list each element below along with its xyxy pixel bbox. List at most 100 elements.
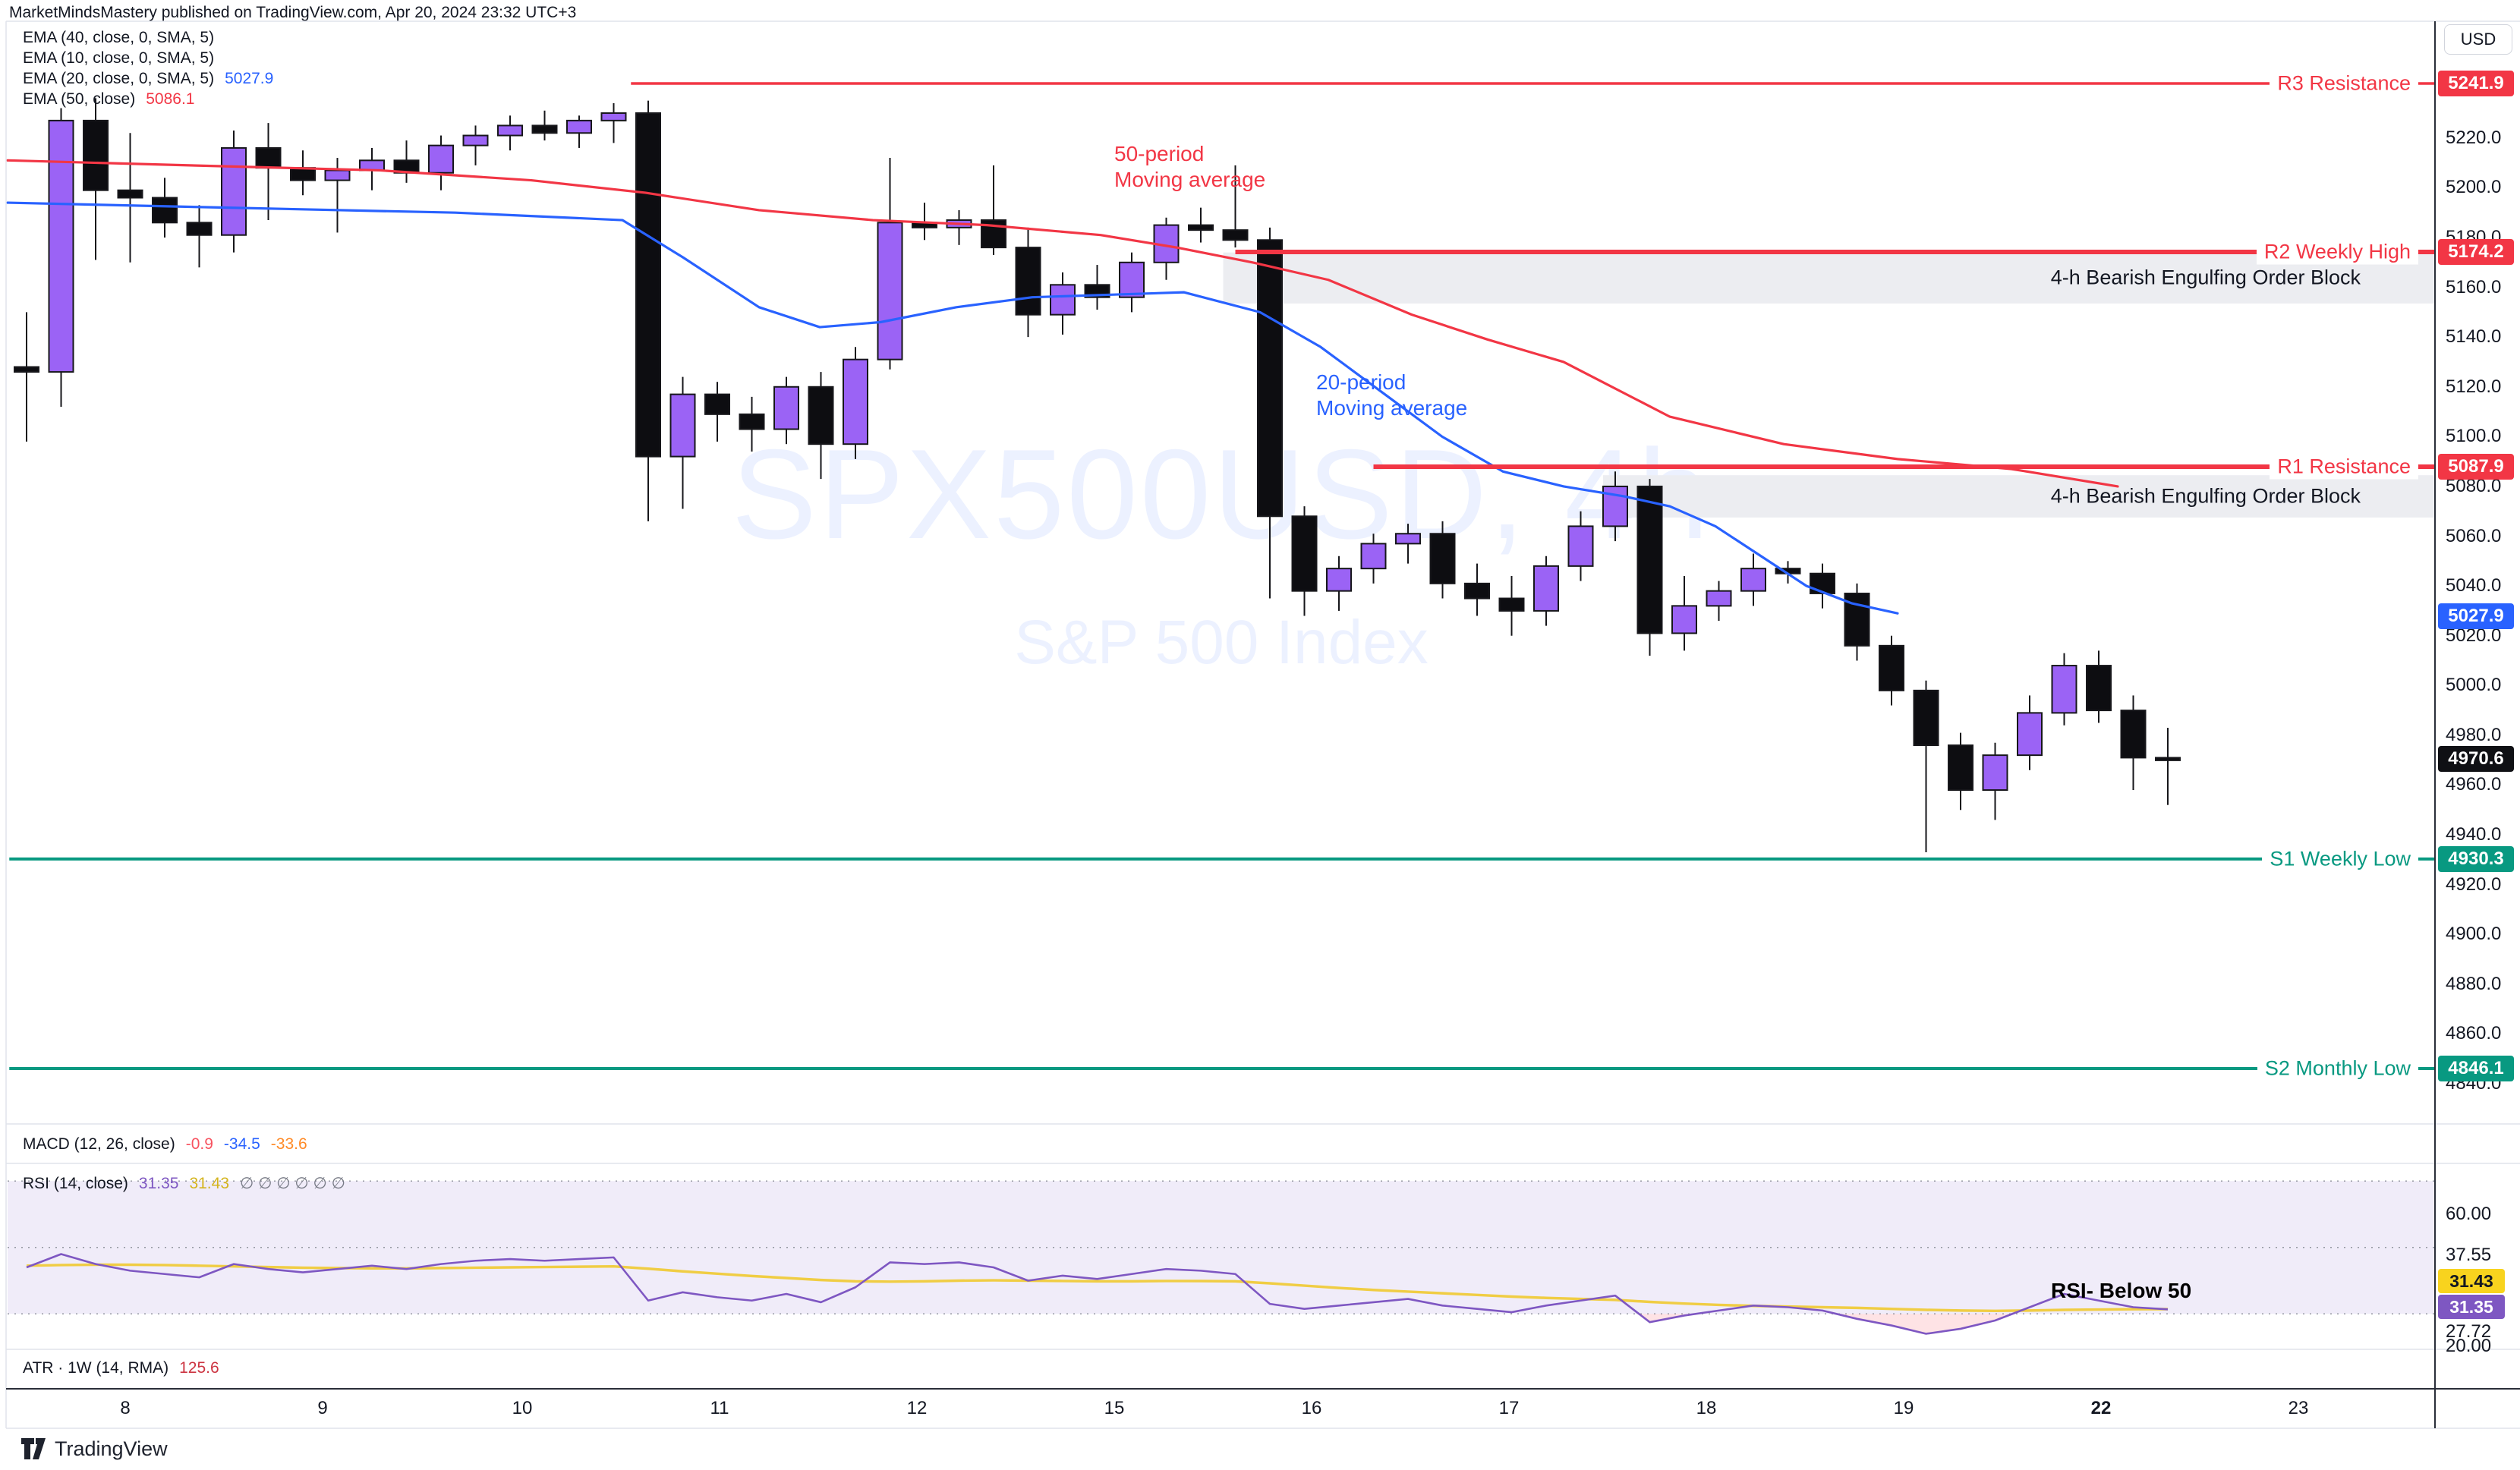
candle-body <box>221 146 247 236</box>
tradingview-logo-text: TradingView <box>55 1437 168 1460</box>
candle-body <box>186 222 213 236</box>
time-label-15: 15 <box>1104 1398 1125 1418</box>
candle-body <box>2120 710 2147 759</box>
rsi-ma-line <box>26 1263 2169 1313</box>
price-tick-5120: 5120.0 <box>2446 376 2502 397</box>
ema-legend-label: EMA (10, close, 0, SMA, 5) <box>23 49 215 67</box>
macd-legend-value: -33.6 <box>270 1135 307 1153</box>
candle-body <box>1222 229 1249 241</box>
rsi-line <box>26 1253 2169 1335</box>
tradingview-logo-icon <box>21 1438 46 1459</box>
rsi-legend-row[interactable]: RSI (14, close) 31.35 31.43 ∅ ∅ ∅ ∅ ∅ ∅ <box>23 1173 345 1194</box>
price-tick-5220: 5220.0 <box>2446 127 2502 148</box>
candle-body <box>2155 757 2181 761</box>
price-badge-5027.9: 5027.9 <box>2438 603 2514 629</box>
rsi-oversold-fill <box>1836 1314 2013 1334</box>
time-label-23: 23 <box>2288 1398 2309 1418</box>
candle-body <box>1740 568 1766 592</box>
candle-body <box>1879 644 1904 691</box>
candle-body <box>1257 239 1283 518</box>
price-tick-4920: 4920.0 <box>2446 874 2502 895</box>
tradingview-logo[interactable]: TradingView <box>20 1437 168 1461</box>
candle-body <box>1291 515 1318 592</box>
ema-legend-row-0[interactable]: EMA (40, close, 0, SMA, 5) <box>23 27 273 48</box>
ma20-note[interactable]: 20-period Moving average <box>1316 370 1468 420</box>
price-tick-4880: 4880.0 <box>2446 973 2502 994</box>
candle-body <box>428 144 454 174</box>
time-label-8: 8 <box>120 1398 131 1418</box>
rsi-note[interactable]: RSI- Below 50 <box>2051 1279 2192 1302</box>
rsi-axis-label-60.00: 60.00 <box>2446 1204 2492 1224</box>
attribution: MarketMindsMastery published on TradingV… <box>9 4 577 21</box>
atr-legend-row[interactable]: ATR · 1W (14, RMA) 125.6 <box>23 1358 219 1378</box>
ema-indicator-legend[interactable]: EMA (40, close, 0, SMA, 5) EMA (10, close… <box>23 27 273 109</box>
ema-legend-row-2[interactable]: EMA (20, close, 0, SMA, 5) 5027.9 <box>23 68 273 89</box>
ema-legend-label: EMA (50, close) <box>23 90 136 108</box>
candle-body <box>1948 744 1973 792</box>
candle-body <box>600 112 627 121</box>
ema-legend-value: 5027.9 <box>225 70 274 87</box>
candle-body <box>1533 565 1559 612</box>
macd-legend-value: -0.9 <box>185 1135 213 1153</box>
atr-legend-label: ATR · 1W (14, RMA) <box>23 1359 169 1377</box>
rsi-legend-value: 31.43 <box>189 1175 230 1192</box>
price-badge-4970.6: 4970.6 <box>2438 745 2514 772</box>
price-badge-4930.3: 4930.3 <box>2438 845 2514 872</box>
candle-body <box>808 386 834 445</box>
order-block-label-2[interactable]: 4-h Bearish Engulfing Order Block <box>2050 484 2361 508</box>
ma50-note[interactable]: 50-period Moving average <box>1114 142 1266 191</box>
ema-legend-row-1[interactable]: EMA (10, close, 0, SMA, 5) <box>23 48 273 68</box>
candle-body <box>669 393 696 458</box>
atr-legend-value: 125.6 <box>179 1359 219 1377</box>
candle-body <box>1326 568 1352 592</box>
rsi-legend-empty-values: ∅ ∅ ∅ ∅ ∅ ∅ <box>240 1175 345 1192</box>
candle-body <box>1050 284 1076 316</box>
atr-indicator-legend[interactable]: ATR · 1W (14, RMA) 125.6 <box>23 1358 219 1378</box>
candle-body <box>635 112 661 458</box>
price-tick-5100: 5100.0 <box>2446 426 2502 447</box>
time-label-12: 12 <box>906 1398 928 1418</box>
ema-legend-value: 5086.1 <box>146 90 195 108</box>
ema50-line <box>6 159 2119 488</box>
candle-body <box>14 366 39 373</box>
candle-body <box>117 189 143 199</box>
level-label-s2-monthly-low[interactable]: S2 Monthly Low <box>2257 1056 2418 1081</box>
macd-legend-label: MACD (12, 26, close) <box>23 1135 175 1153</box>
macd-legend-row[interactable]: MACD (12, 26, close) -0.9 -34.5 -33.6 <box>23 1134 307 1154</box>
candle-body <box>566 119 592 134</box>
candle-body <box>1810 572 1835 594</box>
time-label-10: 10 <box>512 1398 533 1418</box>
candle-body <box>1188 224 1214 231</box>
level-label-r1-resistance[interactable]: R1 Resistance <box>2270 454 2418 480</box>
level-label-r3-resistance[interactable]: R3 Resistance <box>2270 71 2418 96</box>
candle-body <box>1498 597 1525 612</box>
level-label-r2-weekly-high[interactable]: R2 Weekly High <box>2256 239 2418 265</box>
price-badge-5087.9: 5087.9 <box>2438 454 2514 480</box>
rsi-legend-value: 31.35 <box>138 1175 179 1192</box>
candle-body <box>1671 605 1697 634</box>
order-block-label-1[interactable]: 4-h Bearish Engulfing Order Block <box>2050 266 2361 289</box>
candle-body <box>324 169 351 181</box>
ema-legend-row-3[interactable]: EMA (50, close) 5086.1 <box>23 89 273 109</box>
level-label-s1-weekly-low[interactable]: S1 Weekly Low <box>2262 846 2418 872</box>
price-tick-5200: 5200.0 <box>2446 177 2502 198</box>
candle-body <box>739 413 765 430</box>
macd-indicator-legend[interactable]: MACD (12, 26, close) -0.9 -34.5 -33.6 <box>23 1134 307 1154</box>
candle-body <box>2086 665 2112 712</box>
rsi-indicator-legend[interactable]: RSI (14, close) 31.35 31.43 ∅ ∅ ∅ ∅ ∅ ∅ <box>23 1173 345 1194</box>
candle-body <box>1636 485 1663 634</box>
currency-toggle-button[interactable]: USD <box>2444 24 2512 55</box>
rsi-value-badge-31.35: 31.35 <box>2438 1295 2505 1319</box>
candle-body <box>497 124 523 137</box>
candle-body <box>462 134 489 146</box>
candle-body <box>48 119 74 373</box>
rsi-axis-label-20.00: 20.00 <box>2446 1336 2492 1356</box>
time-label-11: 11 <box>710 1398 729 1418</box>
ema-legend-label: EMA (20, close, 0, SMA, 5) <box>23 70 215 87</box>
price-tick-5000: 5000.0 <box>2446 675 2502 696</box>
time-label-18: 18 <box>1696 1398 1717 1418</box>
price-tick-4980: 4980.0 <box>2446 724 2502 745</box>
price-tick-4940: 4940.0 <box>2446 824 2502 845</box>
time-label-16: 16 <box>1301 1398 1322 1418</box>
